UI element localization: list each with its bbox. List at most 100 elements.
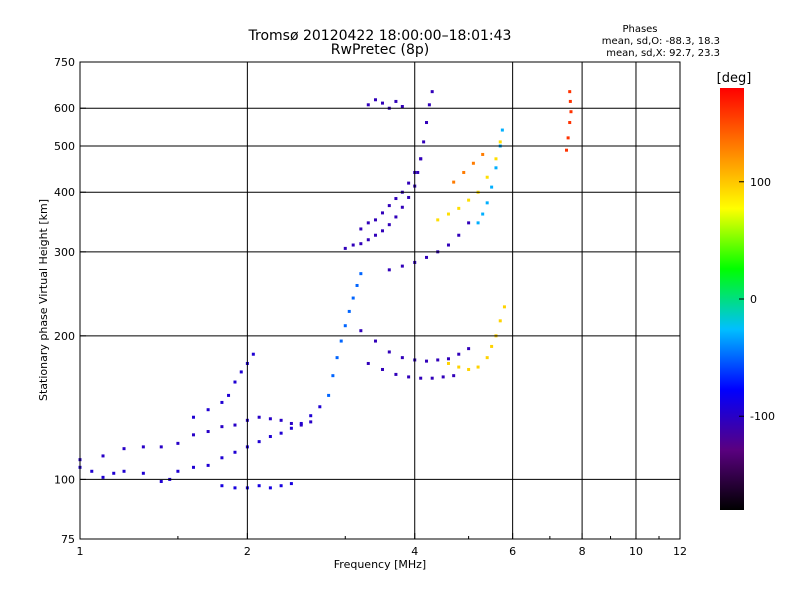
data-point [141, 471, 145, 475]
data-point [446, 361, 450, 365]
data-point [494, 157, 498, 161]
data-point [430, 376, 434, 380]
data-point [101, 475, 105, 479]
data-point [299, 423, 303, 427]
data-point [425, 121, 429, 125]
data-point [331, 374, 335, 378]
y-tick-label: 75 [61, 533, 75, 546]
data-point [462, 170, 466, 174]
data-point [366, 361, 370, 365]
y-tick-label: 300 [54, 246, 75, 259]
x-tick-label: 4 [411, 545, 418, 558]
data-point [419, 157, 423, 161]
data-point [476, 365, 480, 369]
data-point [427, 103, 431, 107]
data-point [485, 356, 489, 360]
data-point [366, 238, 370, 242]
colorbar-label: [deg] [717, 71, 752, 86]
data-point [494, 166, 498, 170]
data-point [220, 425, 224, 429]
data-point [206, 430, 210, 434]
data-point [309, 420, 313, 424]
data-point [339, 339, 343, 343]
colorbar-tick-label: -100 [750, 410, 775, 423]
data-point [566, 136, 570, 140]
x-tick-label: 8 [579, 545, 586, 558]
plot-frame [79, 61, 681, 540]
chart-title: Tromsø 20120422 18:00:00–18:01:43 [248, 28, 512, 44]
data-point [425, 255, 429, 259]
data-point [289, 421, 293, 425]
data-point [141, 445, 145, 449]
data-point [467, 198, 471, 202]
data-point [485, 201, 489, 205]
colorbar-ticks: -100 0 100 [739, 176, 775, 423]
data-point [279, 418, 283, 422]
data-point [220, 456, 224, 460]
data-point [430, 90, 434, 94]
data-point [419, 376, 423, 380]
data-point [400, 105, 404, 109]
grid-lines [80, 62, 680, 539]
data-point [490, 185, 494, 189]
data-point [257, 484, 261, 488]
data-point [481, 152, 485, 156]
data-point [343, 246, 347, 250]
y-axis-label: Stationary phase Virtual Height [km] [37, 199, 50, 401]
data-point [457, 352, 461, 356]
data-point [568, 121, 572, 125]
data-point [159, 445, 163, 449]
data-point [400, 205, 404, 209]
data-point [239, 370, 243, 374]
x-tick-label: 12 [673, 545, 687, 558]
data-point [233, 450, 237, 454]
data-point [446, 357, 450, 361]
data-point [380, 101, 384, 105]
data-point [407, 195, 411, 199]
data-point [359, 329, 363, 333]
data-point [481, 212, 485, 216]
data-point [467, 221, 471, 225]
x-axis-label: Frequency [MHz] [334, 558, 426, 571]
y-tick-label: 200 [54, 330, 75, 343]
data-point [122, 447, 126, 451]
data-point [233, 486, 237, 490]
data-point [309, 414, 313, 418]
y-tick-label: 400 [54, 186, 75, 199]
data-point [452, 374, 456, 378]
y-tick-label: 600 [54, 102, 75, 115]
data-point [373, 339, 377, 343]
data-point [400, 356, 404, 360]
data-point [394, 99, 398, 103]
data-point [569, 110, 573, 114]
y-tick-label: 100 [54, 473, 75, 486]
data-point [498, 140, 502, 144]
data-point [206, 408, 210, 412]
data-point [299, 421, 303, 425]
data-point [227, 393, 231, 397]
data-point [327, 393, 331, 397]
data-point [233, 380, 237, 384]
data-point [387, 268, 391, 272]
data-point [191, 415, 195, 419]
data-point [279, 431, 283, 435]
data-point [257, 415, 261, 419]
data-point [502, 305, 506, 309]
data-point [343, 324, 347, 328]
data-point [191, 465, 195, 469]
colorbar-tick-label: 0 [750, 293, 757, 306]
data-point [359, 272, 363, 276]
data-point [251, 352, 255, 356]
data-point [436, 218, 440, 222]
data-point [112, 471, 116, 475]
data-point [359, 227, 363, 231]
data-point [387, 223, 391, 227]
data-point [268, 435, 272, 439]
data-point [220, 484, 224, 488]
data-point [373, 233, 377, 237]
data-point [425, 359, 429, 363]
colorbar-tick-label: 100 [750, 176, 771, 189]
data-point [351, 243, 355, 247]
data-point [565, 148, 569, 152]
